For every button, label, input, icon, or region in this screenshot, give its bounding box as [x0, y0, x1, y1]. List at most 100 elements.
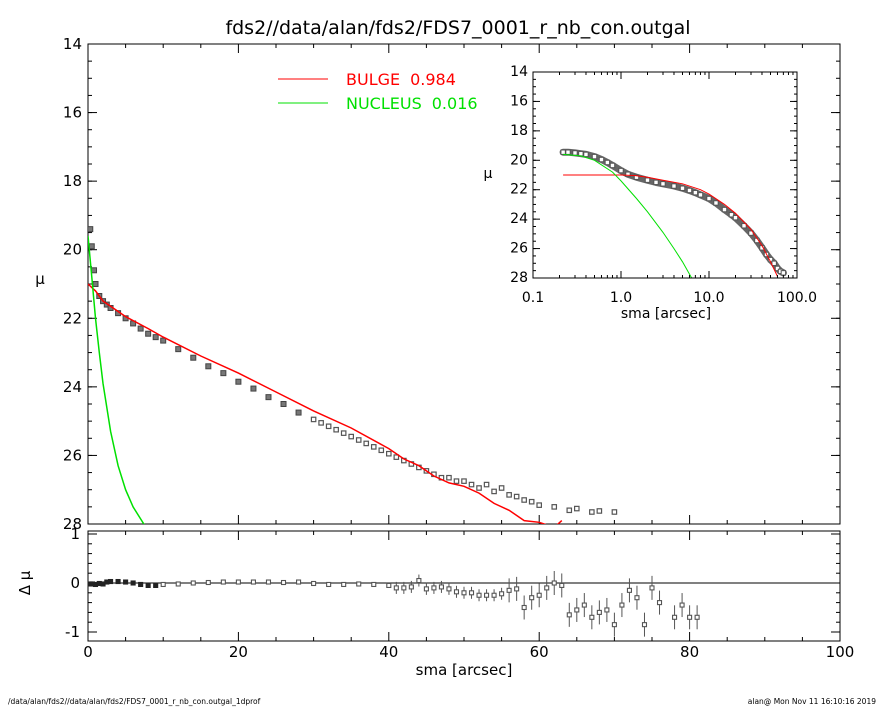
inset-data-point [604, 159, 611, 166]
data-point [596, 508, 603, 514]
residual-point [491, 592, 497, 598]
data-point [145, 330, 152, 337]
residual-point [311, 580, 317, 587]
inset-y-tick-label: 20 [510, 152, 528, 168]
residual-y-tick-label: 0 [70, 574, 80, 592]
residual-point [371, 581, 377, 588]
legend: BULGE 0.984 NUCLEUS 0.016 [278, 70, 478, 113]
inset-x-tick-label: 10.0 [693, 290, 724, 306]
legend-nucleus-label: NUCLEUS [346, 94, 422, 113]
inset-data-point [713, 200, 719, 206]
residual-point [393, 585, 399, 591]
data-point [160, 337, 167, 344]
data-point [190, 354, 197, 361]
data-point [461, 478, 467, 484]
data-point [88, 226, 94, 233]
inset-data-point [625, 171, 631, 177]
data-point [378, 447, 385, 454]
residual-point [341, 581, 347, 588]
residual-point [438, 584, 444, 590]
residual-point [476, 592, 482, 598]
inset-data-point [692, 189, 699, 196]
residual-point [461, 590, 467, 596]
residual-point [634, 595, 640, 601]
data-point [446, 474, 452, 481]
x-tick-label: 100 [826, 643, 855, 661]
residual-x-axis: 0 20 40 60 80 100 [83, 531, 854, 661]
residual-point [551, 580, 557, 586]
residual-y-tick-label: -1 [65, 623, 80, 641]
data-point [295, 409, 302, 416]
residual-point [559, 582, 565, 589]
inset-data-point [578, 150, 584, 157]
residual-point [296, 579, 302, 585]
residual-point [108, 578, 114, 585]
inset-data-point [686, 187, 693, 194]
inset-bulge-line [563, 174, 778, 277]
nucleus-line [88, 235, 145, 524]
residual-point [446, 586, 452, 592]
main-y-tick-label: 14 [63, 35, 82, 53]
residual-point [280, 579, 287, 586]
residual-point [687, 614, 693, 620]
footer-file-path: /data/alan/fds2//data/alan/fds2/FDS7_000… [8, 697, 261, 706]
residual-point [649, 585, 655, 591]
data-point [333, 426, 339, 433]
data-point [453, 478, 460, 484]
inset-y-tick-label: 14 [510, 64, 528, 80]
residual-point [423, 586, 429, 592]
inset-background [508, 68, 797, 276]
x-tick-label: 40 [379, 643, 398, 661]
data-point [280, 401, 287, 407]
residual-point [205, 579, 211, 586]
legend-bulge-label: BULGE [346, 70, 400, 89]
residual-point [499, 591, 505, 597]
inset-data-point [679, 185, 686, 191]
inset-y-tick-label: 16 [510, 93, 528, 109]
residual-point [431, 585, 437, 591]
data-point [318, 420, 324, 426]
residual-y-axis: 1 0 -1 [65, 525, 840, 641]
data-point [498, 485, 505, 491]
inset-x-tick-label: 0.1 [522, 290, 544, 306]
inset-y-tick-label: 22 [510, 182, 528, 198]
main-series-clip [88, 226, 618, 524]
residual-y-axis-label: Δ μ [16, 570, 34, 595]
inset-data-point [583, 151, 589, 158]
residual-point [356, 581, 362, 587]
residual-point [604, 607, 610, 613]
residual-point [529, 595, 535, 601]
residual-point [596, 609, 602, 615]
residual-point [468, 590, 475, 596]
data-point [506, 492, 512, 498]
residual-point [581, 602, 587, 608]
inset-data-point [609, 162, 616, 169]
data-point [468, 481, 475, 488]
chart-title: fds2//data/alan/fds2/FDS7_0001_r_nb_con.… [225, 17, 690, 39]
inset-data-point [728, 212, 735, 218]
legend-nucleus-text: NUCLEUS 0.016 [346, 94, 478, 113]
main-y-tick-label: 26 [63, 446, 82, 464]
x-tick-label: 80 [680, 643, 699, 661]
inset-data-point [618, 167, 624, 174]
residual-point [130, 580, 136, 586]
residual-point [145, 582, 151, 589]
residual-point [514, 586, 520, 592]
residual-panel: 10-1 0 20 40 60 80 100 Δ μ sma [arcsec] [16, 525, 854, 679]
residual-y-tick-label: 1 [70, 525, 80, 543]
residual-point [694, 614, 700, 620]
data-point [235, 378, 242, 385]
data-point [483, 481, 490, 488]
residual-point [386, 582, 392, 589]
residual-point [265, 579, 272, 585]
residual-point [626, 587, 632, 593]
residual-point [175, 581, 181, 587]
x-axis-label: sma [arcsec] [416, 661, 513, 679]
data-point [363, 440, 370, 447]
data-point [566, 507, 573, 514]
data-point [513, 493, 520, 500]
residual-point [641, 622, 648, 628]
residual-point [220, 579, 226, 585]
inset-nucleus-line [563, 153, 693, 278]
data-point [521, 497, 527, 503]
